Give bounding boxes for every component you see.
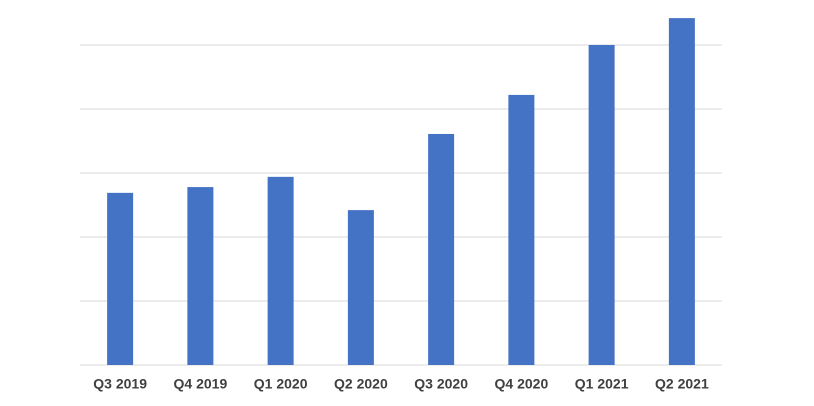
x-tick-label: Q1 2020 xyxy=(254,376,308,392)
x-tick-label: Q3 2019 xyxy=(93,376,147,392)
bar xyxy=(347,210,374,365)
bar xyxy=(668,18,695,366)
x-tick-label: Q4 2020 xyxy=(495,376,549,392)
bar xyxy=(107,192,134,365)
bar xyxy=(588,45,615,365)
x-tick-label: Q4 2019 xyxy=(174,376,228,392)
bar xyxy=(267,176,294,365)
bar xyxy=(187,187,214,365)
x-tick-label: Q2 2020 xyxy=(334,376,388,392)
bar xyxy=(508,94,535,366)
bar xyxy=(428,133,455,365)
x-tick-label: Q1 2021 xyxy=(575,376,629,392)
x-tick-label: Q2 2021 xyxy=(655,376,709,392)
x-tick-label: Q3 2020 xyxy=(414,376,468,392)
